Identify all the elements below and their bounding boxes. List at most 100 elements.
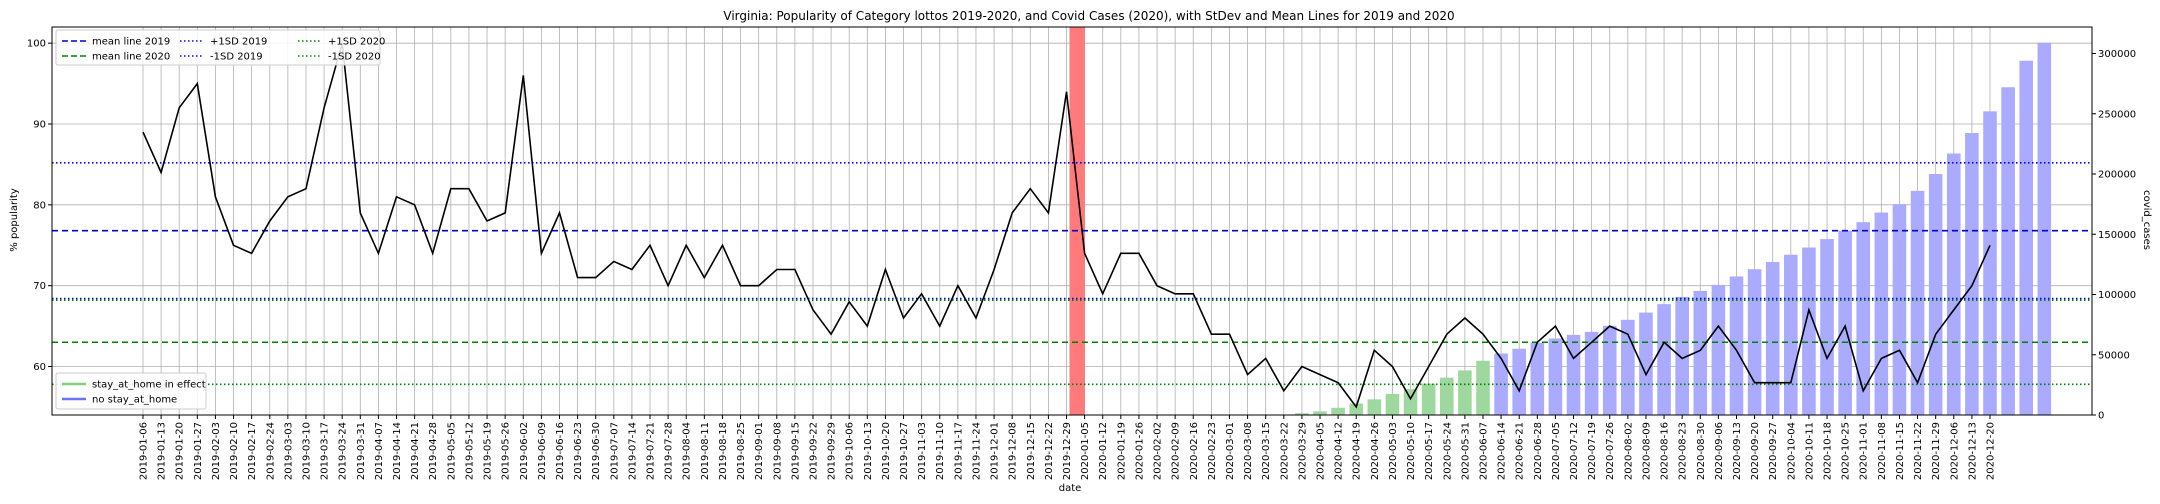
x-tick-label: 2019-07-21 bbox=[646, 422, 657, 480]
x-tick-label: 2019-05-19 bbox=[483, 422, 494, 480]
x-tick-label: 2020-02-23 bbox=[1207, 422, 1218, 480]
x-tick-label: 2020-06-14 bbox=[1497, 422, 1508, 480]
bar-no-stay-at-home bbox=[1657, 304, 1671, 415]
legend-label: -1SD 2019 bbox=[210, 52, 263, 63]
x-tick-label: 2019-03-03 bbox=[283, 422, 294, 480]
x-tick-label: 2019-12-08 bbox=[1008, 422, 1019, 480]
legend-label: mean line 2019 bbox=[92, 37, 170, 48]
x-tick-label: 2020-07-19 bbox=[1587, 422, 1598, 480]
bar-stay-at-home bbox=[1313, 411, 1327, 415]
x-tick-label: 2019-07-07 bbox=[609, 422, 620, 480]
x-tick-label: 2019-04-21 bbox=[410, 422, 421, 480]
bar-no-stay-at-home bbox=[1602, 325, 1617, 415]
bar-no-stay-at-home bbox=[1838, 230, 1852, 415]
x-tick-label: 2019-07-28 bbox=[664, 422, 675, 480]
bar-no-stay-at-home bbox=[1530, 342, 1545, 415]
x-tick-label: 2019-01-20 bbox=[175, 422, 186, 480]
x-tick-label: 2020-05-17 bbox=[1424, 422, 1435, 480]
x-tick-label: 2020-05-10 bbox=[1406, 422, 1417, 480]
x-tick-label: 2019-08-18 bbox=[718, 422, 729, 480]
lines-layer bbox=[52, 42, 2092, 409]
y-axis-label-right: covid_cases bbox=[2141, 190, 2152, 250]
bar-no-stay-at-home bbox=[2037, 42, 2052, 415]
bar-no-stay-at-home bbox=[1802, 247, 1816, 415]
bar-stay-at-home bbox=[1476, 360, 1490, 415]
x-tick-label: 2020-05-24 bbox=[1442, 422, 1453, 480]
x-tick-label: 2020-08-23 bbox=[1678, 422, 1689, 480]
legend-label: +1SD 2019 bbox=[210, 37, 267, 48]
x-tick-label: 2020-03-22 bbox=[1279, 422, 1290, 480]
legend-label: -1SD 2020 bbox=[328, 52, 381, 63]
x-tick-label: 2019-01-27 bbox=[193, 422, 204, 480]
y-tick-label-left: 60 bbox=[33, 362, 46, 373]
x-tick-label: 2020-06-21 bbox=[1515, 422, 1526, 480]
bar-no-stay-at-home bbox=[1711, 284, 1726, 415]
x-tick-label: 2019-05-05 bbox=[446, 422, 457, 480]
x-tick-label: 2020-09-20 bbox=[1750, 422, 1761, 480]
bar-no-stay-at-home bbox=[1566, 334, 1581, 415]
x-tick-label: 2019-11-24 bbox=[971, 422, 982, 480]
x-tick-label: 2019-03-24 bbox=[338, 422, 349, 480]
bar-no-stay-at-home bbox=[1910, 190, 1925, 415]
bar-no-stay-at-home bbox=[1784, 254, 1798, 415]
x-tick-label: 2019-02-17 bbox=[247, 422, 258, 480]
bar-no-stay-at-home bbox=[1765, 261, 1780, 415]
x-tick-label: 2019-10-20 bbox=[881, 422, 892, 480]
bar-no-stay-at-home bbox=[1548, 338, 1563, 415]
x-tick-label: 2020-04-19 bbox=[1352, 422, 1363, 480]
x-tick-label: 2020-06-07 bbox=[1478, 422, 1489, 480]
x-tick-label: 2020-03-08 bbox=[1243, 422, 1254, 480]
y-tick-label-left: 70 bbox=[33, 281, 46, 292]
x-tick-label: 2020-01-05 bbox=[1080, 422, 1091, 480]
axes-layer: 60 70 80 90 100 0 50000 100000 150000 200000 25000… bbox=[27, 26, 2136, 480]
x-tick-label: 2019-05-12 bbox=[464, 422, 475, 480]
chart-title: Virginia: Popularity of Category lottos … bbox=[723, 9, 1454, 23]
y-tick-label-right: 0 bbox=[2098, 411, 2104, 422]
x-tick-label: 2019-09-22 bbox=[808, 422, 819, 480]
x-tick-label: 2020-11-08 bbox=[1877, 422, 1888, 480]
y-tick-label-right: 50000 bbox=[2098, 350, 2130, 361]
x-tick-label: 2020-03-15 bbox=[1261, 422, 1272, 480]
x-tick-label: 2019-12-01 bbox=[990, 422, 1001, 480]
bar-no-stay-at-home bbox=[2019, 60, 2034, 415]
bar-no-stay-at-home bbox=[1946, 153, 1961, 416]
x-tick-label: 2020-06-28 bbox=[1533, 422, 1544, 480]
x-tick-label: 2020-11-22 bbox=[1913, 422, 1924, 480]
x-tick-label: 2020-12-06 bbox=[1949, 422, 1960, 480]
x-tick-label: 2019-06-23 bbox=[573, 422, 584, 480]
x-tick-label: 2020-07-12 bbox=[1569, 422, 1580, 480]
x-tick-label: 2020-04-05 bbox=[1316, 422, 1327, 480]
bar-no-stay-at-home bbox=[1675, 296, 1689, 415]
y-tick-label-right: 150000 bbox=[2098, 230, 2136, 241]
y-tick-label-right: 100000 bbox=[2098, 290, 2136, 301]
x-tick-label: 2019-11-03 bbox=[917, 422, 928, 480]
bar-stay-at-home bbox=[1349, 403, 1364, 415]
x-tick-label: 2019-05-26 bbox=[501, 422, 512, 480]
x-tick-label: 2019-04-07 bbox=[374, 422, 385, 480]
x-tick-label: 2020-12-13 bbox=[1967, 422, 1978, 480]
x-tick-label: 2020-02-09 bbox=[1171, 422, 1182, 480]
bar-no-stay-at-home bbox=[1512, 348, 1526, 415]
x-tick-label: 2019-10-27 bbox=[899, 422, 910, 480]
x-tick-label: 2019-08-11 bbox=[700, 422, 711, 480]
bar-no-stay-at-home bbox=[1892, 204, 1907, 415]
x-tick-label: 2020-08-02 bbox=[1623, 422, 1634, 480]
bar-stay-at-home bbox=[1331, 407, 1345, 415]
x-tick-label: 2020-11-15 bbox=[1895, 422, 1906, 480]
x-tick-label: 2019-02-10 bbox=[229, 422, 240, 480]
legend-top: mean line 2019 mean line 2020 +1SD 2019 -1S… bbox=[55, 29, 385, 66]
bar-no-stay-at-home bbox=[1928, 174, 1943, 415]
bar-no-stay-at-home bbox=[1983, 111, 1997, 415]
legend-label: stay_at_home in effect bbox=[92, 380, 206, 391]
bar-stay-at-home bbox=[1403, 389, 1418, 415]
x-tick-label: 2020-01-12 bbox=[1098, 422, 1109, 480]
x-tick-label: 2020-03-01 bbox=[1225, 422, 1236, 480]
bar-no-stay-at-home bbox=[1584, 331, 1599, 415]
x-tick-label: 2019-10-06 bbox=[845, 422, 856, 480]
x-tick-label: 2019-09-29 bbox=[827, 422, 838, 480]
popularity-line bbox=[142, 42, 1991, 409]
x-tick-label: 2019-09-08 bbox=[772, 422, 783, 480]
x-tick-label: 2020-03-29 bbox=[1297, 422, 1308, 480]
